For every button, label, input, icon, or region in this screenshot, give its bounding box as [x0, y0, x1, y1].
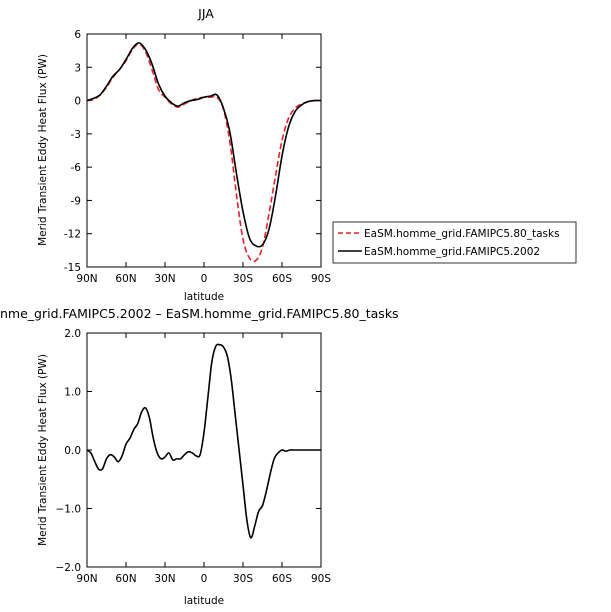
x-tick-label: 60N — [115, 573, 136, 585]
y-tick-label: −1.0 — [56, 504, 82, 516]
series-line-1 — [86, 42, 322, 248]
y-tick-label: -15 — [64, 262, 81, 274]
y-tick-label: -12 — [64, 229, 81, 241]
y-tick-label: 0.0 — [64, 445, 81, 457]
x-tick-label: 30N — [154, 273, 175, 285]
x-tick-label: 0 — [201, 573, 208, 585]
x-tick-label: 90N — [76, 273, 97, 285]
y-tick-label: -9 — [71, 195, 81, 207]
y-tick-label: 6 — [74, 29, 81, 41]
x-tick-label: 90S — [311, 273, 331, 285]
bottom-chart-title: nme_grid.FAMIPC5.2002 – EaSM.homme_grid.… — [0, 306, 399, 321]
y-tick-label: 1.0 — [64, 387, 81, 399]
series-line-0 — [86, 43, 322, 263]
legend: EaSM.homme_grid.FAMIPC5.80_tasks EaSM.ho… — [332, 221, 577, 264]
top-x-axis: 90N 60N 30N 0 30S 60S 90S — [76, 34, 331, 285]
y-tick-label: 3 — [74, 62, 81, 74]
legend-label-2002: EaSM.homme_grid.FAMIPC5.2002 — [364, 246, 540, 258]
x-tick-label: 60S — [272, 573, 292, 585]
y-tick-label: -6 — [71, 162, 82, 174]
bottom-x-axis: 90N 60N 30N 0 30S 60S 90S — [76, 333, 331, 585]
x-tick-label: 90N — [76, 573, 97, 585]
y-tick-label: −2.0 — [56, 562, 82, 574]
x-tick-label: 0 — [201, 273, 208, 285]
top-y-axis: 6 3 0 -3 -6 -9 -12 -15 — [64, 29, 321, 274]
x-tick-label: 30N — [154, 573, 175, 585]
legend-label-80-tasks: EaSM.homme_grid.FAMIPC5.80_tasks — [364, 228, 560, 240]
x-tick-label: 60S — [272, 273, 292, 285]
y-tick-label: 2.0 — [64, 328, 81, 340]
bottom-y-axis: 2.0 1.0 0.0 −1.0 −2.0 — [56, 328, 321, 574]
top-series-lines — [86, 42, 322, 263]
top-chart: JJA 630-3-6-9-12-15 90N 60N 30N 0 30S 60S 90S … — [37, 6, 331, 303]
y-tick-label: 0 — [74, 96, 81, 108]
x-tick-label: 60N — [115, 273, 136, 285]
x-tick-label: 90S — [311, 573, 331, 585]
x-tick-label: 30S — [233, 573, 253, 585]
top-plot-frame — [86, 33, 322, 268]
x-tick-label: 30S — [233, 273, 253, 285]
legend-box — [332, 221, 577, 264]
bottom-x-axis-label: latitude — [184, 595, 224, 607]
series-line-0 — [86, 343, 321, 539]
bottom-series-lines — [86, 343, 321, 539]
y-tick-label: -3 — [71, 129, 81, 141]
top-y-axis-label: Merid Transient Eddy Heat Flux (PW) — [37, 54, 49, 246]
bottom-y-axis-label: Merid Transient Eddy Heat Flux (PW) — [37, 354, 49, 546]
top-x-axis-label: latitude — [184, 291, 224, 303]
top-chart-title: JJA — [197, 6, 214, 21]
bottom-chart: nme_grid.FAMIPC5.2002 – EaSM.homme_grid.… — [0, 306, 399, 607]
bottom-plot-frame — [86, 332, 322, 568]
